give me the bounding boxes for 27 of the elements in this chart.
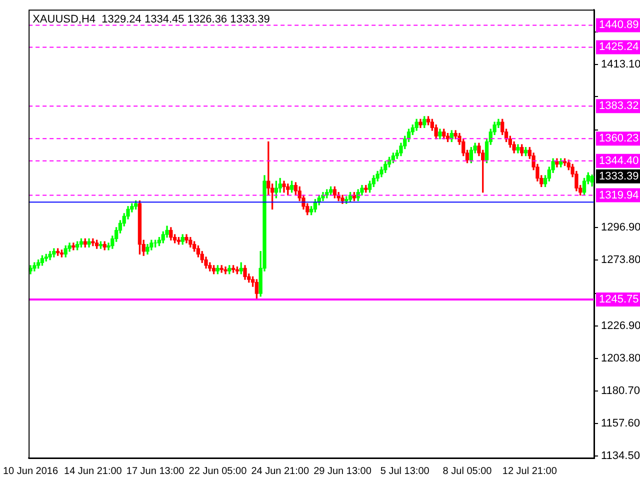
ref-line-label: 1245.75 <box>599 294 639 306</box>
x-tick-label: 17 Jun 13:00 <box>126 466 185 477</box>
ref-line-label: 1440.89 <box>599 19 639 32</box>
y-tick-label: 1203.80 <box>601 352 640 365</box>
x-tick-label: 22 Jun 05:00 <box>188 466 248 477</box>
y-tick-label: 1180.70 <box>601 384 640 397</box>
x-tick-label: 29 Jun 13:00 <box>314 466 372 477</box>
ref-line-label: 1383.32 <box>599 100 639 112</box>
x-tick-label: 12 Jul 21:00 <box>502 466 558 477</box>
x-tick-label: 14 Jun 21:00 <box>64 466 122 477</box>
x-tick-label: 8 Jul 05:00 <box>442 466 492 477</box>
x-tick-label: 10 Jun 2016 <box>3 466 58 477</box>
ref-line-label: 1425.24 <box>599 41 639 54</box>
x-tick-label: 24 Jun 21:00 <box>251 466 310 477</box>
y-tick-label: 1134.50 <box>601 450 640 462</box>
x-tick-label: 5 Jul 13:00 <box>380 466 430 477</box>
y-tick-label: 1273.80 <box>601 254 640 266</box>
chart-title: XAUUSD,H4 1329.24 1334.45 1326.36 1333.39 <box>32 14 270 26</box>
ref-line-label: 1319.94 <box>599 189 639 202</box>
ref-line-label: 1360.23 <box>599 132 639 145</box>
y-tick-label: 1413.10 <box>601 58 640 70</box>
candlestick <box>72 242 76 250</box>
ref-line-label: 1344.40 <box>599 154 639 167</box>
y-tick-label: 1226.90 <box>601 320 640 332</box>
text: 1333.39 <box>599 170 639 182</box>
y-tick-label: 1157.60 <box>601 417 640 430</box>
y-tick-label: 1296.90 <box>601 222 640 234</box>
